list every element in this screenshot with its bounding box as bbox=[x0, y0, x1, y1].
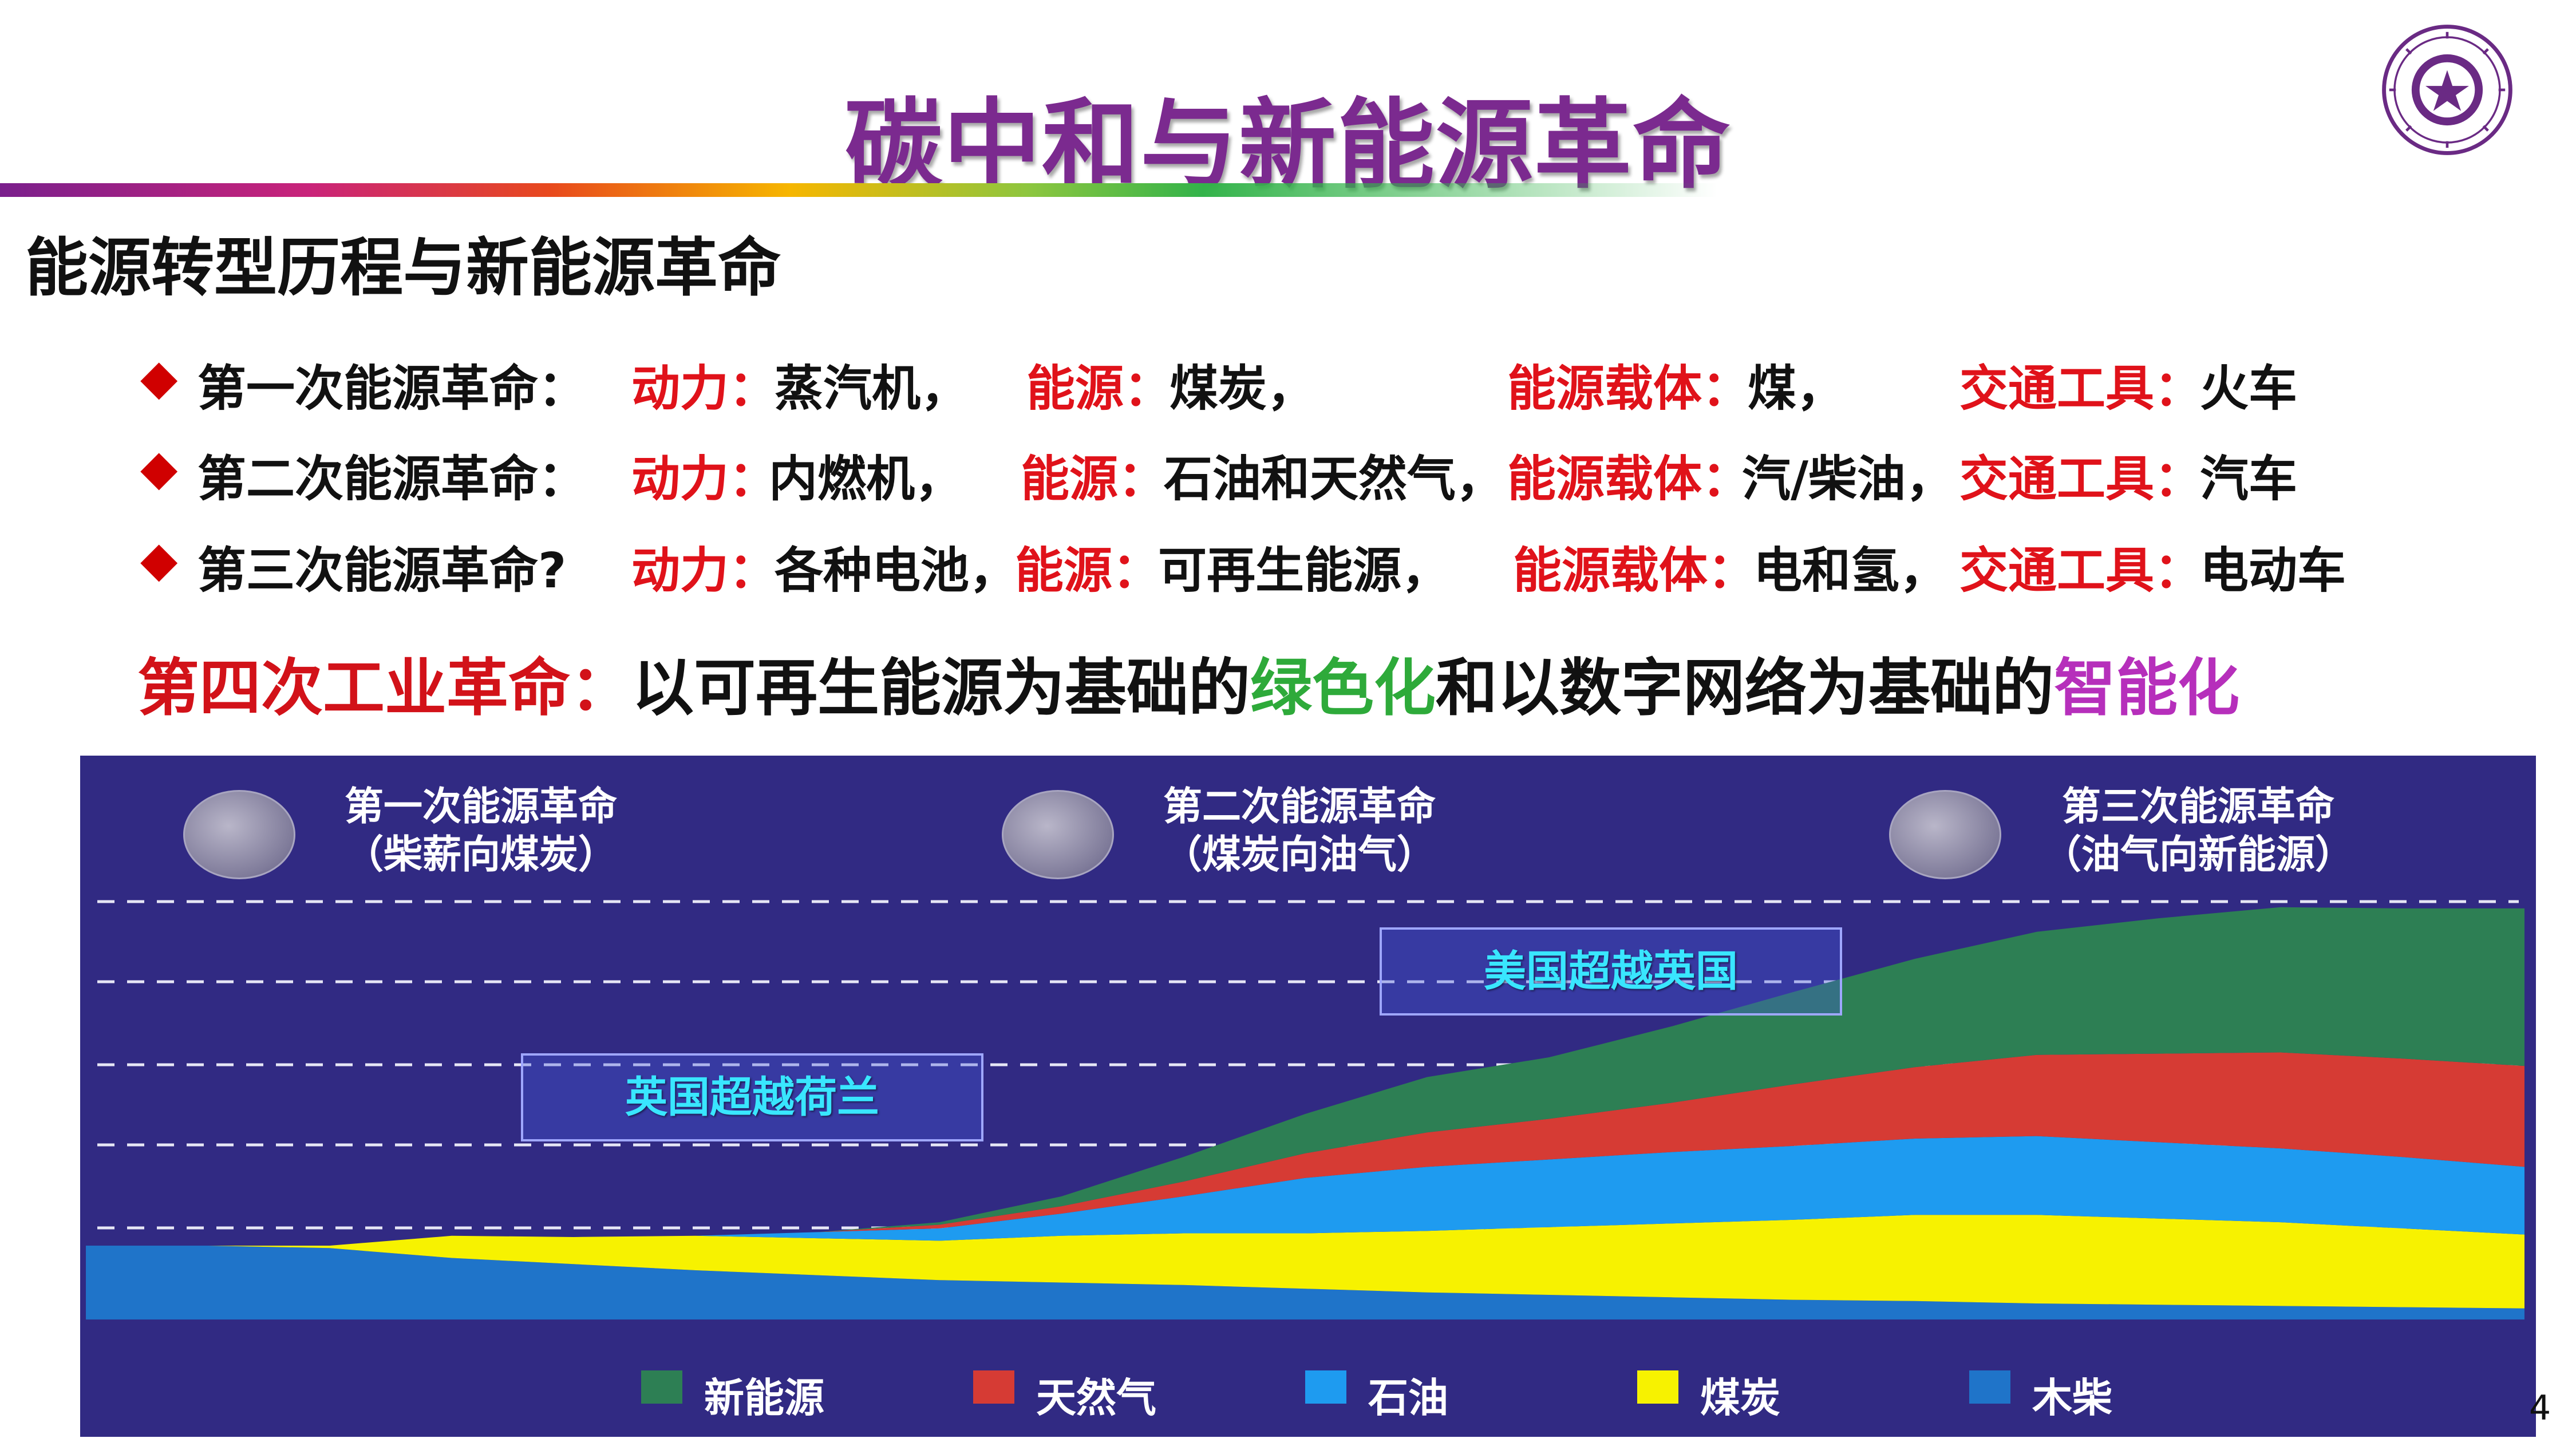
annotation-uk-overtakes-netherlands: 英国超越荷兰 bbox=[521, 1053, 983, 1141]
legend-swatch bbox=[1305, 1370, 1346, 1404]
legend-label: 天然气 bbox=[1036, 1374, 1156, 1421]
page-number: 4 bbox=[2529, 1388, 2551, 1428]
transport-value: 电动车 bbox=[2200, 543, 2346, 599]
annotation-us-overtakes-uk: 美国超越英国 bbox=[1380, 927, 1842, 1016]
smart-keyword: 智能化 bbox=[2054, 653, 2240, 724]
transport-label: 交通工具： bbox=[1959, 451, 2203, 508]
era-subtitle: （柴薪向煤炭） bbox=[344, 832, 617, 878]
diamond-bullet-icon: ◆ bbox=[140, 531, 178, 588]
carrier-value: 煤， bbox=[1748, 361, 1846, 417]
energy-value: 煤炭， bbox=[1170, 361, 1316, 417]
green-keyword: 绿色化 bbox=[1250, 653, 1436, 724]
power-label: 动力： bbox=[631, 543, 778, 599]
legend-label: 煤炭 bbox=[1700, 1374, 1780, 1421]
era-marker-icon bbox=[1889, 790, 2001, 879]
legend-label: 石油 bbox=[1368, 1374, 1448, 1421]
era-label-1: 第一次能源革命 （柴薪向煤炭） bbox=[298, 783, 664, 879]
power-value: 蒸汽机， bbox=[775, 361, 970, 417]
carrier-label: 能源载体： bbox=[1513, 543, 1757, 599]
power-label: 动力： bbox=[631, 451, 778, 508]
revolution-row-2: ◆ 第二次能源革命： 动力： 内燃机， 能源： 石油和天然气， 能源载体： 汽/… bbox=[140, 440, 2487, 508]
area-series-天然气 bbox=[86, 1052, 2524, 1246]
era-marker-icon bbox=[1002, 790, 1114, 879]
energy-label: 能源： bbox=[1021, 451, 1167, 508]
transport-label: 交通工具： bbox=[1959, 543, 2203, 599]
power-value: 内燃机， bbox=[769, 451, 964, 508]
power-label: 动力： bbox=[631, 361, 778, 417]
area-series-煤炭 bbox=[86, 1215, 2524, 1309]
era-subtitle: （油气向新能源） bbox=[2042, 832, 2354, 878]
era-title: 第三次能源革命 bbox=[2061, 784, 2334, 829]
era-title: 第一次能源革命 bbox=[344, 784, 617, 829]
revolution-name: 第一次能源革命： bbox=[197, 361, 587, 417]
energy-label: 能源： bbox=[1015, 543, 1161, 599]
industrial-label: 第四次工业革命： bbox=[137, 653, 633, 724]
diamond-bullet-icon: ◆ bbox=[140, 440, 178, 496]
diamond-bullet-icon: ◆ bbox=[140, 349, 178, 406]
legend-label: 木柴 bbox=[2032, 1374, 2112, 1421]
area-series-新能源 bbox=[86, 907, 2524, 1246]
energy-transition-chart: 第一次能源革命 （柴薪向煤炭） 第二次能源革命 （煤炭向油气） 第三次能源革命 … bbox=[80, 756, 2536, 1437]
industrial-part2: 和以数字网络为基础的 bbox=[1436, 653, 2055, 724]
era-marker-icon bbox=[183, 790, 295, 879]
energy-label: 能源： bbox=[1026, 361, 1173, 417]
transport-value: 火车 bbox=[2200, 361, 2298, 417]
era-subtitle: （煤炭向油气） bbox=[1163, 832, 1436, 878]
industrial-part1: 以可再生能源为基础的 bbox=[632, 653, 1251, 724]
revolution-name: 第三次能源革命? bbox=[197, 543, 567, 599]
legend-label: 新能源 bbox=[704, 1374, 824, 1421]
industrial-revolution-statement: 第四次工业革命：以可再生能源为基础的绿色化和以数字网络为基础的智能化 bbox=[137, 638, 2239, 728]
rainbow-divider bbox=[0, 183, 1717, 197]
legend-swatch bbox=[1637, 1370, 1678, 1404]
transport-label: 交通工具： bbox=[1959, 361, 2203, 417]
carrier-label: 能源载体： bbox=[1507, 451, 1751, 508]
stacked-area-chart bbox=[86, 900, 2524, 1319]
carrier-label: 能源载体： bbox=[1507, 361, 1751, 417]
era-label-3: 第三次能源革命 （油气向新能源） bbox=[2004, 783, 2393, 879]
power-value: 各种电池， bbox=[775, 543, 1018, 599]
era-title: 第二次能源革命 bbox=[1163, 784, 1436, 829]
revolution-row-3: ◆ 第三次能源革命? 动力： 各种电池， 能源： 可再生能源， 能源载体： 电和… bbox=[140, 531, 2487, 599]
energy-value: 可再生能源， bbox=[1158, 543, 1451, 599]
legend-swatch bbox=[973, 1370, 1014, 1404]
era-label-2: 第二次能源革命 （煤炭向油气） bbox=[1116, 783, 1483, 879]
university-seal-icon bbox=[2382, 25, 2512, 155]
area-series-石油 bbox=[86, 1136, 2524, 1246]
carrier-value: 汽/柴油， bbox=[1742, 451, 1955, 508]
section-subtitle: 能源转型历程与新能源革命 bbox=[25, 231, 781, 305]
revolution-name: 第二次能源革命： bbox=[197, 451, 587, 508]
carrier-value: 电和氢， bbox=[1753, 543, 1949, 599]
revolution-row-1: ◆ 第一次能源革命： 动力： 蒸汽机， 能源： 煤炭， 能源载体： 煤， 交通工… bbox=[140, 349, 2487, 417]
transport-value: 汽车 bbox=[2200, 451, 2298, 508]
energy-value: 石油和天然气， bbox=[1164, 451, 1505, 508]
legend-swatch bbox=[1969, 1370, 2010, 1404]
legend-swatch bbox=[641, 1370, 682, 1404]
